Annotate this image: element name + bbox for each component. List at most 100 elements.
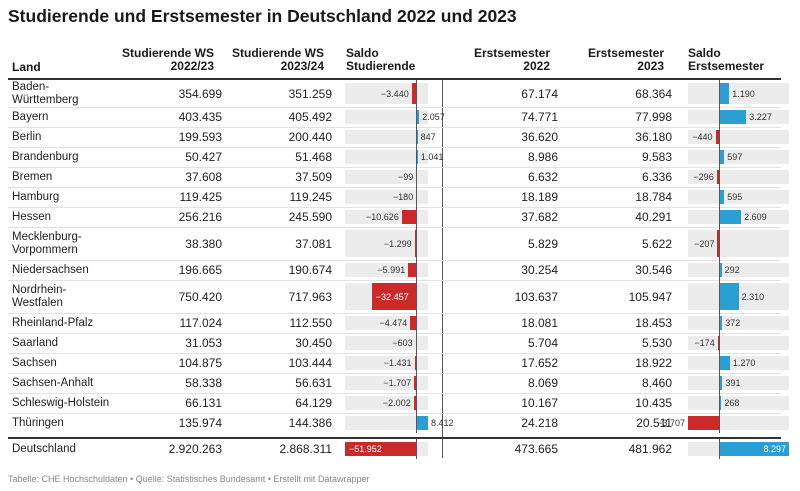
cell-studierende-2022: 38.380 bbox=[185, 236, 222, 251]
cell-land: Rheinland-Pfalz bbox=[12, 313, 122, 333]
saldo-erstsemester-zero-line bbox=[719, 107, 721, 127]
cell-studierende-2023: 103.444 bbox=[288, 356, 332, 370]
saldo-studierende-label: −1.299 bbox=[383, 238, 412, 249]
cell-land: Mecklenburg- Vorpommern bbox=[12, 227, 122, 260]
saldo-erstsemester-bar bbox=[719, 396, 722, 410]
saldo-studierende-track bbox=[345, 190, 428, 204]
saldo-erstsemester-zero-line bbox=[719, 393, 721, 413]
table-row: Niedersachsen 196.665 190.674 −5.991 30.254 3… bbox=[8, 260, 789, 281]
saldo-studierende-label: −1.707 bbox=[383, 378, 412, 388]
cell-land: Thüringen bbox=[12, 413, 122, 433]
saldo-erstsemester-label: −207 bbox=[694, 238, 715, 249]
cell-erstsemester-2023: 481.962 bbox=[628, 442, 672, 456]
saldo-erstsemester-bar bbox=[717, 230, 720, 257]
header-saldo-studierende-line1: Saldo bbox=[346, 46, 379, 60]
total-row: Deutschland 2.920.263 2.868.311 −51.952 473.… bbox=[8, 439, 789, 459]
saldo-erstsemester-label: −174 bbox=[694, 338, 715, 348]
saldo-erstsemester-bar bbox=[719, 210, 742, 224]
saldo-erstsemester-label: −296 bbox=[693, 172, 714, 182]
cell-land: Saarland bbox=[12, 333, 122, 353]
header-erstsemester-2023-line2: 2023 bbox=[637, 59, 664, 73]
cell-land: Deutschland bbox=[12, 439, 122, 459]
header-land: Land bbox=[12, 60, 41, 74]
saldo-erstsemester-bar bbox=[719, 356, 730, 370]
cell-erstsemester-2022: 6.632 bbox=[527, 170, 558, 184]
table-row: Bremen 37.608 37.509 −99 6.632 6.336 −296 bbox=[8, 167, 789, 188]
saldo-erstsemester-zero-line bbox=[719, 147, 721, 167]
saldo-erstsemester-zero-line bbox=[719, 353, 721, 373]
saldo-studierende-track bbox=[345, 316, 428, 330]
cell-studierende-2023: 717.963 bbox=[288, 289, 332, 304]
cell-erstsemester-2022: 473.665 bbox=[514, 442, 558, 456]
saldo-studierende-label: 8.412 bbox=[431, 418, 454, 428]
saldo-erstsemester-label: 268 bbox=[724, 398, 740, 408]
saldo-erstsemester-label: 391 bbox=[725, 378, 741, 388]
land-name-line: Vorpommern bbox=[12, 243, 78, 256]
cell-erstsemester-2023: 105.947 bbox=[628, 289, 672, 304]
land-name-line: Sachsen bbox=[12, 356, 57, 369]
cell-studierende-2022: 104.875 bbox=[178, 356, 222, 370]
cell-erstsemester-2022: 5.829 bbox=[527, 236, 558, 251]
saldo-erstsemester-track bbox=[688, 356, 789, 370]
cell-erstsemester-2022: 74.771 bbox=[521, 110, 558, 124]
saldo-studierende-bar bbox=[414, 376, 417, 390]
saldo-erstsemester-label: −440 bbox=[692, 132, 713, 142]
saldo-studierende-label: −51.952 bbox=[349, 444, 382, 454]
land-name-line: Rheinland-Pfalz bbox=[12, 316, 94, 329]
saldo-studierende-track bbox=[345, 170, 428, 184]
cell-erstsemester-2022: 10.167 bbox=[521, 396, 558, 410]
table-row: Bayern 403.435 405.492 2.057 74.771 77.998 3.2… bbox=[8, 107, 789, 128]
cell-studierende-2023: 37.081 bbox=[295, 236, 332, 251]
land-name-line: Württemberg bbox=[12, 93, 79, 106]
saldo-erstsemester-label: 292 bbox=[724, 265, 740, 275]
land-name-line: Bremen bbox=[12, 170, 53, 183]
cell-erstsemester-2022: 24.218 bbox=[521, 416, 558, 430]
header-studierende-2022-line1: Studierende WS bbox=[121, 46, 214, 60]
saldo-studierende-bar bbox=[416, 110, 420, 124]
table-row: Brandenburg 50.427 51.468 1.041 8.986 9.583 59… bbox=[8, 147, 789, 168]
saldo-studierende-label: −4.474 bbox=[379, 318, 408, 328]
cell-erstsemester-2023: 5.622 bbox=[641, 236, 672, 251]
saldo-studierende-label: 2.057 bbox=[422, 112, 445, 122]
saldo-erstsemester-track bbox=[688, 376, 789, 390]
saldo-erstsemester-zero-line bbox=[719, 260, 721, 280]
header-saldo-erstsemester-line2: Erstsemester bbox=[688, 59, 765, 73]
saldo-erstsemester-bar bbox=[719, 283, 739, 310]
cell-land: Baden- Württemberg bbox=[12, 80, 122, 107]
cell-erstsemester-2023: 40.291 bbox=[635, 210, 672, 224]
land-name: Nordrhein- Westfalen bbox=[12, 284, 66, 310]
saldo-studierende-bar bbox=[414, 356, 417, 370]
cell-studierende-2023: 30.450 bbox=[295, 336, 332, 350]
saldo-erstsemester-track bbox=[688, 396, 789, 410]
saldo-erstsemester-bar bbox=[719, 376, 723, 390]
cell-studierende-2022: 66.131 bbox=[185, 396, 222, 410]
cell-land: Bremen bbox=[12, 167, 122, 187]
saldo-studierende-bar bbox=[371, 283, 417, 310]
land-name: Hessen bbox=[12, 211, 51, 224]
saldo-erstsemester-track bbox=[688, 170, 789, 184]
land-name-line: Schleswig-Holstein bbox=[12, 396, 110, 409]
table-row: Berlin 199.593 200.440 847 36.620 36.180 −440 bbox=[8, 127, 789, 148]
land-name: Berlin bbox=[12, 131, 41, 144]
saldo-erstsemester-label: −3.707 bbox=[657, 418, 685, 428]
cell-land: Berlin bbox=[12, 127, 122, 147]
cell-erstsemester-2023: 30.546 bbox=[635, 263, 672, 277]
land-name: Niedersachsen bbox=[12, 264, 89, 277]
saldo-studierende-label: −180 bbox=[392, 192, 414, 202]
table-row: Sachsen 104.875 103.444 −1.431 17.652 18.922 1… bbox=[8, 353, 789, 374]
header-erstsemester-2023-line1: Erstsemester bbox=[587, 46, 664, 60]
cell-land: Nordrhein- Westfalen bbox=[12, 280, 122, 313]
cell-erstsemester-2023: 18.784 bbox=[635, 190, 672, 204]
cell-studierende-2022: 50.427 bbox=[185, 150, 222, 164]
table-row: Thüringen 135.974 144.386 8.412 24.218 20.511… bbox=[8, 413, 789, 433]
saldo-studierende-label: −32.457 bbox=[375, 291, 409, 302]
cell-studierende-2023: 51.468 bbox=[295, 150, 332, 164]
cell-erstsemester-2022: 8.069 bbox=[527, 376, 558, 390]
saldo-studierende-zero-line bbox=[416, 127, 418, 147]
saldo-erstsemester-track bbox=[688, 263, 789, 277]
cell-studierende-2023: 119.245 bbox=[289, 190, 333, 204]
land-name: Thüringen bbox=[12, 417, 64, 430]
saldo-studierende-label: −3.440 bbox=[380, 88, 409, 99]
table-row: Baden- Württemberg 354.699 351.259 −3.440 67.… bbox=[8, 80, 789, 108]
table-row: Sachsen-Anhalt 58.338 56.631 −1.707 8.069 8.4… bbox=[8, 373, 789, 394]
